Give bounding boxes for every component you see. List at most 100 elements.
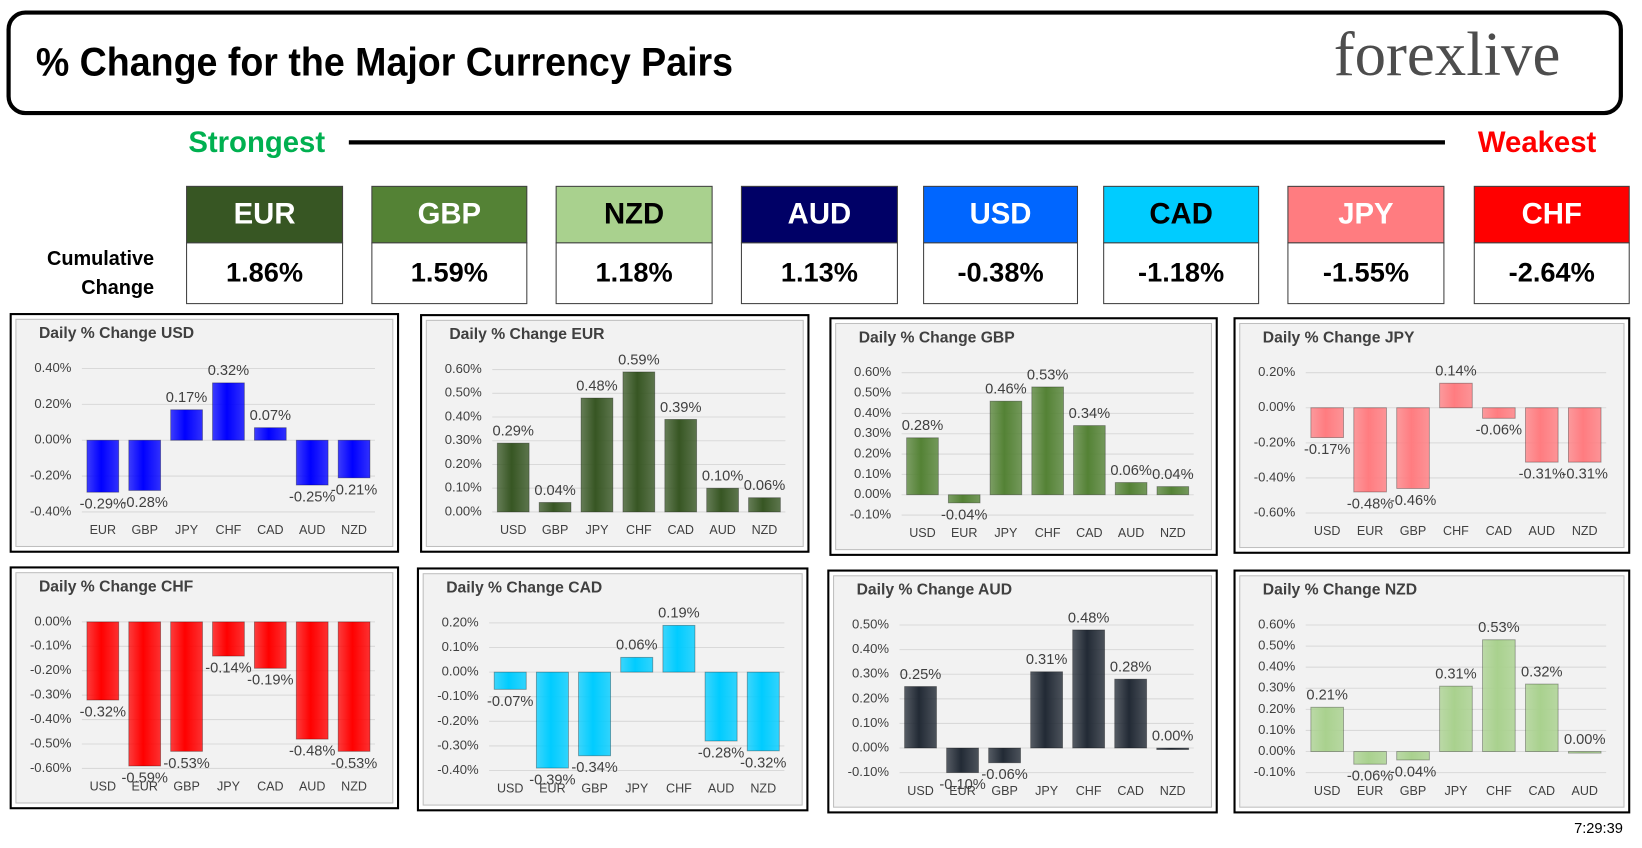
bar	[1525, 683, 1559, 752]
x-tick-label: EUR	[1357, 784, 1384, 798]
panel-plot-bg	[15, 318, 394, 548]
value-label: 0.19%	[658, 606, 700, 622]
currency-change-cell	[923, 242, 1079, 305]
bar	[622, 371, 656, 513]
value-label: 0.59%	[618, 352, 660, 368]
bar	[580, 397, 614, 513]
bar	[493, 671, 527, 690]
value-label: 0.31%	[1026, 652, 1068, 668]
currency-change-cell	[555, 242, 713, 305]
y-tick-label: 0.10%	[852, 715, 889, 730]
value-label: -0.06%	[1347, 769, 1393, 785]
value-label: -0.32%	[740, 755, 786, 771]
y-tick-label: -0.50%	[30, 735, 72, 750]
value-label: -0.07%	[487, 694, 533, 710]
bar	[1031, 386, 1064, 496]
x-tick-label: EUR	[539, 782, 566, 796]
x-tick-label: JPY	[1035, 784, 1059, 798]
value-label: 0.14%	[1435, 364, 1477, 380]
value-label: -0.19%	[247, 673, 293, 689]
bar	[1439, 382, 1473, 409]
value-label: 0.00%	[1152, 728, 1194, 744]
y-tick-label: 0.50%	[445, 385, 482, 400]
value-label: 0.53%	[1027, 367, 1069, 383]
y-tick-label: -0.20%	[437, 713, 479, 728]
chart-panel: Daily % Change CHF -0.60% -0.50% -0.40% -0.3…	[9, 566, 400, 810]
x-tick-label: CAD	[1529, 784, 1556, 798]
currency-change: 1.59%	[411, 256, 488, 287]
x-tick-label: GBP	[1400, 524, 1427, 538]
value-label: 0.31%	[1435, 667, 1477, 683]
x-tick-label: GBP	[991, 784, 1018, 798]
value-label: 0.28%	[1110, 659, 1152, 675]
x-tick-label: USD	[90, 780, 117, 794]
value-label: 0.28%	[902, 418, 944, 434]
y-tick-label: 0.00%	[1258, 399, 1295, 414]
currency-change-cell	[1103, 242, 1260, 305]
y-tick-label: 0.00%	[34, 613, 71, 628]
y-tick-label: 0.40%	[1258, 659, 1295, 674]
x-tick-label: CAD	[1486, 524, 1513, 538]
y-tick-label: 0.00%	[445, 503, 482, 518]
value-label: -0.53%	[163, 756, 209, 772]
value-label: 0.07%	[250, 408, 292, 424]
bar	[295, 621, 329, 740]
y-tick-label: 0.20%	[1258, 701, 1295, 716]
chart-title: Daily % Change USD	[39, 325, 194, 342]
bar	[748, 497, 781, 513]
x-tick-label: CAD	[1117, 784, 1144, 798]
panel-plot-bg	[425, 319, 804, 548]
chart-title: Daily % Change NZD	[1263, 582, 1417, 599]
x-tick-label: NZD	[1572, 524, 1598, 538]
weakest-label: Weakest	[1478, 126, 1597, 159]
bar	[1310, 407, 1344, 439]
x-tick-label: NZD	[341, 523, 367, 537]
y-tick-label: 0.10%	[442, 639, 479, 654]
currency-header	[740, 185, 898, 244]
currency-name: CAD	[1149, 197, 1212, 230]
x-tick-label: CHF	[1486, 784, 1512, 798]
x-tick-label: EUR	[90, 523, 117, 537]
bar	[128, 621, 162, 767]
value-label: -0.21%	[331, 482, 377, 498]
bar	[704, 671, 738, 742]
bar	[1114, 678, 1148, 749]
y-tick-label: 0.10%	[445, 480, 482, 495]
x-tick-label: AUD	[1571, 784, 1598, 798]
value-label: 0.48%	[1068, 610, 1110, 626]
bar	[904, 686, 937, 749]
bar	[170, 621, 203, 752]
value-label: 0.46%	[985, 382, 1027, 398]
bar	[295, 439, 329, 486]
value-label: 0.53%	[1478, 620, 1520, 636]
value-label: -0.28%	[698, 745, 744, 761]
bar	[1482, 639, 1516, 752]
bar	[253, 427, 287, 441]
x-tick-label: EUR	[131, 780, 158, 794]
value-label: -0.32%	[80, 704, 126, 720]
brand-logo: forexlive	[1334, 19, 1561, 89]
y-tick-label: -0.60%	[30, 760, 72, 775]
x-tick-label: AUD	[709, 523, 736, 537]
value-label: -0.06%	[1476, 423, 1522, 439]
x-tick-label: JPY	[585, 523, 609, 537]
value-label: 0.10%	[702, 469, 744, 485]
currency-name: JPY	[1338, 197, 1394, 230]
panel-plot-bg	[833, 575, 1213, 808]
cumulative-label: Cumulative	[47, 248, 154, 270]
currency-change-cell	[1473, 242, 1630, 305]
chart-panel: Daily % Change NZD -0.10% 0.00% 0.10% 0.20% 0…	[1233, 569, 1631, 814]
y-tick-label: 0.20%	[442, 614, 479, 629]
y-tick-label: -0.40%	[30, 711, 72, 726]
value-label: 0.06%	[744, 478, 786, 494]
y-tick-label: 0.10%	[1258, 722, 1295, 737]
y-tick-label: 0.60%	[854, 364, 891, 379]
currency-change-cell	[1287, 242, 1445, 305]
y-tick-label: -0.10%	[437, 688, 479, 703]
x-tick-label: NZD	[1160, 526, 1186, 540]
timestamp: 7:29:39	[1574, 821, 1623, 837]
chart-panel: Daily % Change EUR 0.00% 0.10% 0.20% 0.30% 0.…	[420, 314, 810, 553]
x-tick-label: GBP	[542, 523, 569, 537]
value-label: -0.06%	[981, 767, 1027, 783]
bar	[1030, 671, 1063, 749]
